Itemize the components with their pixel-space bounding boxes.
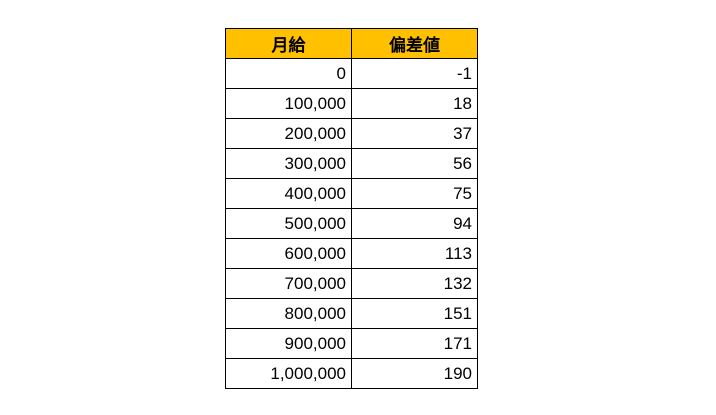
table-row: 0 -1	[225, 58, 478, 89]
header-salary: 月給	[225, 28, 352, 59]
deviation-cell: 75	[351, 178, 478, 209]
salary-cell: 700,000	[225, 268, 352, 299]
table-row: 900,000 171	[225, 328, 478, 359]
table-row: 500,000 94	[225, 208, 478, 239]
deviation-cell: 151	[351, 298, 478, 329]
table-row: 1,000,000 190	[225, 358, 478, 389]
salary-cell: 600,000	[225, 238, 352, 269]
deviation-cell: 132	[351, 268, 478, 299]
table-row: 300,000 56	[225, 148, 478, 179]
table-row: 100,000 18	[225, 88, 478, 119]
table-row: 600,000 113	[225, 238, 478, 269]
salary-cell: 400,000	[225, 178, 352, 209]
deviation-cell: 56	[351, 148, 478, 179]
salary-cell: 300,000	[225, 148, 352, 179]
table-row: 700,000 132	[225, 268, 478, 299]
deviation-cell: -1	[351, 58, 478, 89]
table-row: 400,000 75	[225, 178, 478, 209]
salary-cell: 1,000,000	[225, 358, 352, 389]
header-deviation: 偏差値	[351, 28, 478, 59]
table-row: 800,000 151	[225, 298, 478, 329]
deviation-cell: 190	[351, 358, 478, 389]
deviation-cell: 37	[351, 118, 478, 149]
deviation-cell: 171	[351, 328, 478, 359]
deviation-cell: 94	[351, 208, 478, 239]
salary-cell: 500,000	[225, 208, 352, 239]
salary-cell: 900,000	[225, 328, 352, 359]
salary-cell: 800,000	[225, 298, 352, 329]
deviation-cell: 113	[351, 238, 478, 269]
header-row: 月給 偏差値	[225, 28, 478, 59]
salary-cell: 100,000	[225, 88, 352, 119]
table-row: 200,000 37	[225, 118, 478, 149]
salary-cell: 200,000	[225, 118, 352, 149]
salary-deviation-table: 月給 偏差値 0 -1 100,000 18 200,000 37 300,000 56 400…	[225, 28, 478, 389]
deviation-cell: 18	[351, 88, 478, 119]
salary-cell: 0	[225, 58, 352, 89]
